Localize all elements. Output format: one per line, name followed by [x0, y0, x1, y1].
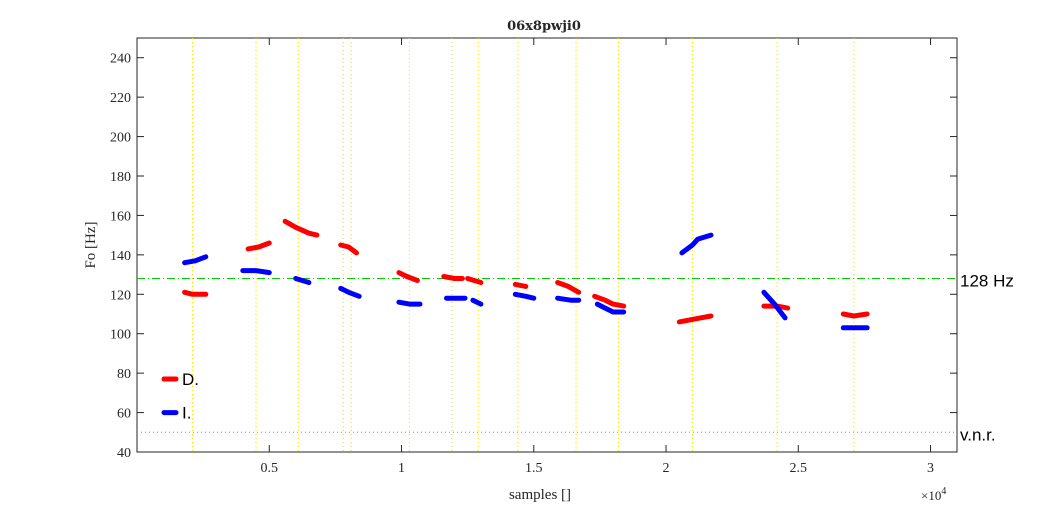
reference-label-0: 128 Hz	[960, 272, 1014, 291]
x-tick-label: 2	[663, 461, 670, 476]
series-0-segment-9	[592, 293, 627, 309]
y-tick-label: 100	[110, 328, 131, 343]
y-tick-label: 180	[110, 170, 131, 185]
x-axis-exponent: ×104	[921, 486, 946, 503]
axes-box	[136, 37, 958, 453]
series-0-segment-4	[396, 270, 420, 283]
y-tick-label: 200	[110, 131, 131, 146]
y-tick-label: 40	[117, 446, 131, 461]
y-tick-label: 140	[110, 249, 131, 264]
x-tick-label: 2.5	[790, 461, 808, 476]
series-1-segment-6	[470, 297, 484, 307]
series-1-segment-3	[338, 285, 362, 299]
legend-label-1: I.	[182, 404, 191, 423]
chart-title: 06x8pwji0	[507, 19, 581, 34]
series-0-segment-1	[245, 240, 272, 252]
series-1-segment-10	[679, 232, 714, 256]
series-1-segment-4	[396, 299, 423, 307]
plot-area: 128 Hz v.n.r. 0.5 1 1.5 2 2.5 3 40 60 80 100 120 140 1…	[110, 37, 1014, 476]
x-tick-label: 3	[927, 461, 934, 476]
y-tick-label: 120	[110, 288, 131, 303]
series-1-segment-11	[761, 289, 788, 321]
y-tick-label: 80	[117, 367, 131, 382]
x-tick-label: 0.5	[261, 461, 279, 476]
series-0-segment-0	[182, 289, 209, 297]
series-1-segment-0	[182, 254, 209, 266]
x-tick-label: 1.5	[525, 461, 543, 476]
x-axis-label: samples []	[509, 487, 571, 503]
series-0-segment-2	[282, 218, 320, 238]
series-1-segment-1	[240, 268, 272, 276]
y-tick-label: 240	[110, 52, 131, 67]
series-1-segment-7	[512, 291, 537, 301]
y-axis-label: Fo [Hz]	[83, 221, 99, 268]
series-0-segment-5	[441, 274, 465, 281]
series-0-segment-12	[840, 311, 870, 319]
series-1-segment-9	[594, 301, 627, 315]
reference-label-1: v.n.r.	[960, 425, 996, 444]
series-0-segment-6	[465, 276, 484, 285]
series-1-segment-8	[555, 295, 582, 303]
series-0-segment-3	[338, 242, 359, 256]
legend-label-0: D.	[182, 370, 199, 389]
y-tick-label: 220	[110, 91, 131, 106]
series-0-segment-8	[555, 280, 582, 295]
x-tick-label: 1	[398, 461, 405, 476]
series-0-segment-7	[512, 281, 529, 289]
series-1-segment-2	[293, 276, 312, 285]
y-tick-label: 160	[110, 209, 131, 224]
y-tick-label: 60	[117, 407, 131, 422]
series-0-segment-10	[676, 313, 714, 325]
